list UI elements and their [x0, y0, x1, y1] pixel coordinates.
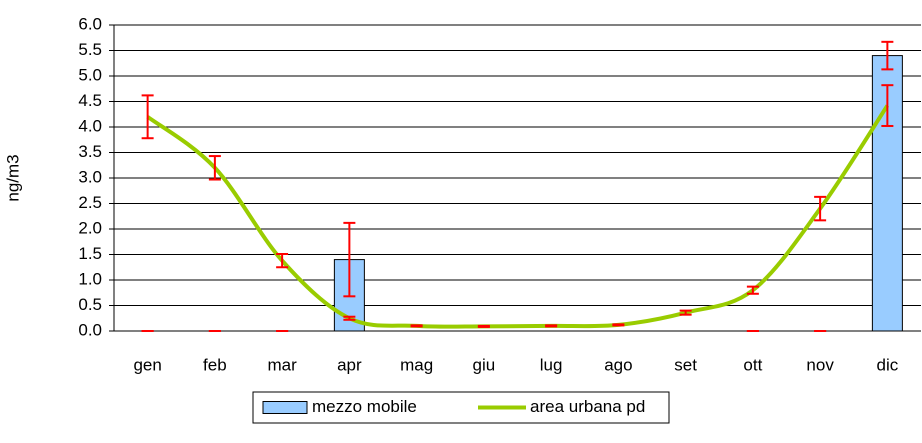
error-bar — [343, 221, 356, 298]
y-tick-label: 5.0 — [78, 65, 102, 84]
x-tick-label: mag — [400, 355, 433, 374]
y-tick-label: 0.0 — [78, 320, 102, 339]
x-tick-label: dic — [877, 355, 899, 374]
error-bar — [410, 324, 423, 328]
error-bar — [141, 94, 154, 140]
y-tick-label: 3.5 — [78, 142, 102, 161]
legend-box — [252, 391, 670, 424]
x-tick-label: giu — [473, 355, 496, 374]
y-tick-label: 3.0 — [78, 167, 102, 186]
x-tick-label: ott — [743, 355, 762, 374]
y-tick-label: 1.0 — [78, 269, 102, 288]
error-bar — [881, 84, 894, 127]
x-tick-label: apr — [337, 355, 362, 374]
y-tick-label: 2.0 — [78, 218, 102, 237]
legend-label: mezzo mobile — [312, 397, 417, 416]
y-tick-label: 5.5 — [78, 40, 102, 59]
x-tick-label: set — [674, 355, 697, 374]
x-tick-label: gen — [133, 355, 161, 374]
error-bar — [276, 252, 289, 269]
x-tick-label: lug — [540, 355, 563, 374]
error-bar — [343, 315, 356, 321]
error-bar — [477, 324, 490, 328]
y-tick-label: 1.5 — [78, 244, 102, 263]
error-bar — [746, 285, 759, 295]
legend-swatch — [262, 401, 308, 414]
legend-label: area urbana pd — [530, 397, 645, 416]
y-tick-label: 6.0 — [78, 14, 102, 33]
y-axis-label: ng/m3 — [3, 154, 22, 201]
x-tick-label: feb — [203, 355, 227, 374]
y-tick-label: 4.5 — [78, 91, 102, 110]
line — [146, 104, 890, 329]
y-tick-label: 2.5 — [78, 193, 102, 212]
x-tick-label: ago — [604, 355, 632, 374]
error-bar — [545, 324, 558, 328]
error-bar — [679, 309, 692, 316]
x-tick-label: nov — [806, 355, 834, 374]
error-bar — [881, 40, 894, 71]
y-tick-label: 4.0 — [78, 116, 102, 135]
x-tick-label: mar — [267, 355, 297, 374]
error-bar — [814, 195, 827, 222]
error-bar — [612, 323, 625, 327]
y-tick-label: 0.5 — [78, 295, 102, 314]
error-bar — [208, 155, 221, 181]
